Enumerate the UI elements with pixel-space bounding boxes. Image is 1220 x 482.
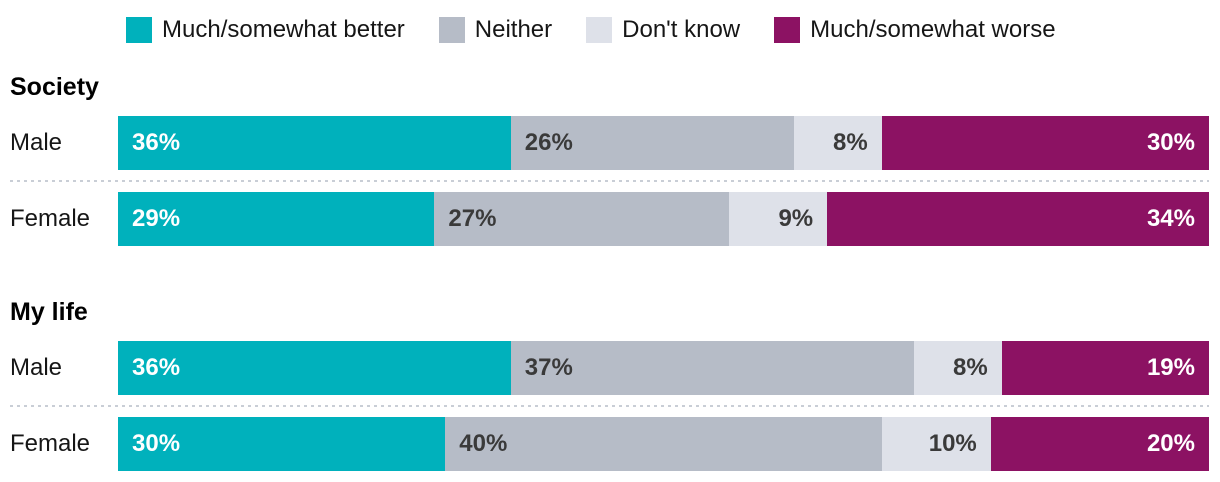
segment-value-label: 40% xyxy=(459,430,508,457)
row-label: Male xyxy=(10,354,63,381)
bar-segment: 30% xyxy=(881,116,1209,170)
stacked-bar: 29% 27% 9% 34% xyxy=(118,192,1209,246)
row-label: Male xyxy=(10,129,63,156)
segment-value-label: 26% xyxy=(524,129,573,156)
legend-item-1: Neither xyxy=(438,15,553,45)
bar-segment: 10% xyxy=(881,417,991,471)
row-label: Female xyxy=(10,430,91,457)
segment-value-label: 9% xyxy=(778,205,814,232)
group-header: My life xyxy=(10,298,88,326)
row-separator xyxy=(10,180,1209,182)
legend-swatch-icon xyxy=(586,17,613,43)
bar-segment: 36% xyxy=(118,341,511,395)
legend-item-3: Much/somewhat worse xyxy=(774,15,1056,45)
bar-row: Female 29% 27% 9% 34% xyxy=(10,192,1209,246)
chart-group-0: Society Male 36% 26% 8% 30% Female 29% 27% 9% 34% xyxy=(10,75,1209,246)
segment-value-label: 8% xyxy=(952,354,988,381)
bar-segment: 29% xyxy=(118,192,435,246)
segment-value-label: 27% xyxy=(448,205,497,232)
bar-segment: 34% xyxy=(827,192,1209,246)
segment-value-label: 8% xyxy=(832,129,868,156)
segment-value-label: 36% xyxy=(132,354,181,381)
legend-swatch-icon xyxy=(438,17,465,43)
legend-swatch-icon xyxy=(774,17,801,43)
legend-item-2: Don't know xyxy=(586,15,740,45)
segment-value-label: 10% xyxy=(928,430,977,457)
legend-label: Much/somewhat worse xyxy=(810,16,1056,43)
group-header: Society xyxy=(10,73,99,101)
stacked-bar: 36% 37% 8% 19% xyxy=(118,341,1209,395)
segment-value-label: 30% xyxy=(1146,129,1195,156)
bar-row: Male 36% 26% 8% 30% xyxy=(10,116,1209,170)
row-label: Female xyxy=(10,205,91,232)
segment-value-label: 30% xyxy=(132,430,181,457)
bar-segment: 8% xyxy=(914,341,1002,395)
bar-segment: 9% xyxy=(728,192,828,246)
bar-segment: 30% xyxy=(118,417,446,471)
segment-value-label: 20% xyxy=(1146,430,1195,457)
segment-value-label: 37% xyxy=(524,354,573,381)
legend-label: Don't know xyxy=(622,16,741,43)
segment-value-label: 34% xyxy=(1146,205,1195,232)
bar-segment: 36% xyxy=(118,116,511,170)
bar-segment: 26% xyxy=(510,116,795,170)
legend-label: Neither xyxy=(474,16,553,43)
chart-body: Society Male 36% 26% 8% 30% Female 29% 27% 9% 34% M… xyxy=(10,75,1209,471)
row-separator xyxy=(10,405,1209,407)
stacked-bar: 30% 40% 10% 20% xyxy=(118,417,1209,471)
segment-value-label: 19% xyxy=(1146,354,1195,381)
bar-segment: 19% xyxy=(1001,341,1209,395)
legend-label: Much/somewhat better xyxy=(162,16,405,43)
chart-group-1: My life Male 36% 37% 8% 19% Female 30% 40% 10% 20% xyxy=(10,300,1209,471)
stacked-bar: 36% 26% 8% 30% xyxy=(118,116,1209,170)
segment-value-label: 36% xyxy=(132,129,181,156)
bar-row: Male 36% 37% 8% 19% xyxy=(10,341,1209,395)
bar-segment: 27% xyxy=(434,192,729,246)
bar-segment: 40% xyxy=(445,417,882,471)
bar-segment: 8% xyxy=(794,116,882,170)
bar-segment: 20% xyxy=(990,417,1209,471)
bar-row: Female 30% 40% 10% 20% xyxy=(10,417,1209,471)
segment-value-label: 29% xyxy=(132,205,181,232)
legend-swatch-icon xyxy=(126,17,152,43)
bar-segment: 37% xyxy=(510,341,915,395)
legend: Much/somewhat better Neither Don't know Muc… xyxy=(126,15,1209,45)
legend-item-0: Much/somewhat better xyxy=(126,15,405,45)
